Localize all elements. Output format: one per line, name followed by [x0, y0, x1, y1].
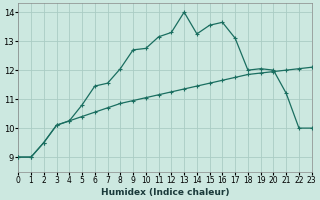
- X-axis label: Humidex (Indice chaleur): Humidex (Indice chaleur): [101, 188, 229, 197]
